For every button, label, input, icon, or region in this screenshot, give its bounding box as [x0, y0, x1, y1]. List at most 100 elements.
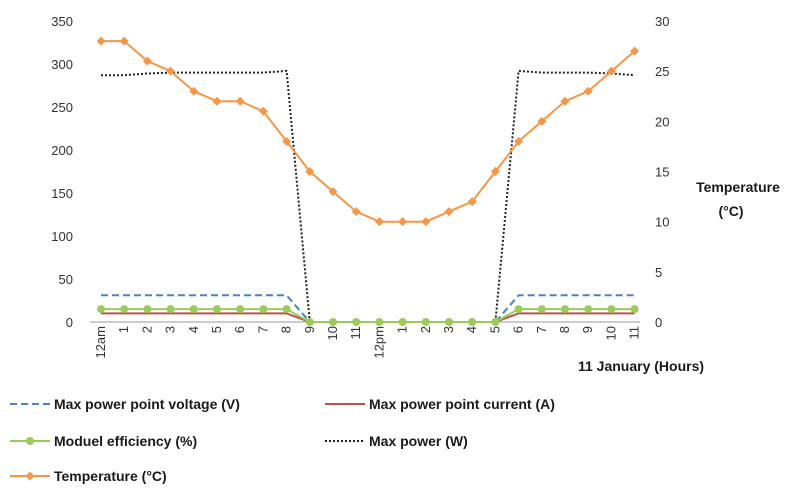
- series-4: [96, 36, 640, 227]
- left-tick-label: 150: [51, 186, 73, 201]
- data-point: [352, 318, 361, 326]
- x-tick-label: 7: [255, 326, 270, 333]
- x-tick-label: 5: [487, 326, 502, 333]
- data-point: [258, 106, 268, 116]
- legend-label: Max power point voltage (V): [54, 396, 240, 412]
- data-point: [606, 66, 616, 76]
- x-tick-label: 12pm: [371, 326, 386, 359]
- right-axis-ticks: 0 5 10 15 20 25 30: [655, 14, 669, 330]
- data-point: [467, 197, 477, 207]
- data-point: [374, 217, 384, 227]
- data-point: [444, 207, 454, 217]
- right-tick-label: 0: [655, 315, 662, 330]
- data-point: [329, 318, 337, 326]
- x-tick-label: 1: [395, 326, 410, 333]
- data-point: [607, 305, 616, 314]
- x-tick-label: 2: [418, 326, 433, 333]
- x-tick-label: 12am: [93, 326, 108, 359]
- data-point: [398, 318, 407, 326]
- x-tick-label: 10: [603, 326, 618, 340]
- data-point: [259, 305, 268, 314]
- left-tick-label: 300: [51, 57, 73, 72]
- left-tick-label: 50: [59, 272, 73, 287]
- left-tick-label: 350: [51, 14, 73, 29]
- data-point: [189, 86, 199, 96]
- legend-item: Moduel efficiency (%): [10, 433, 197, 449]
- left-tick-label: 200: [51, 143, 73, 158]
- x-axis-title: 11 January (Hours): [578, 358, 704, 374]
- x-tick-label: 4: [186, 326, 201, 333]
- left-tick-label: 100: [51, 229, 73, 244]
- x-tick-label: 9: [302, 326, 317, 333]
- left-axis-ticks: 0 50 100 150 200 250 300 350: [51, 14, 73, 330]
- data-point: [398, 217, 408, 227]
- data-point: [514, 136, 524, 146]
- legend-item: Max power (W): [325, 433, 468, 449]
- x-tick-label: 3: [163, 326, 178, 333]
- x-tick-label: 1: [116, 326, 131, 333]
- series-line: [101, 312, 635, 323]
- legend-label: Max power (W): [369, 433, 468, 449]
- data-point: [120, 305, 129, 314]
- right-tick-label: 10: [655, 215, 669, 230]
- data-point: [514, 305, 523, 314]
- series-layer: [96, 36, 640, 326]
- data-point: [421, 318, 430, 326]
- x-tick-label: 5: [209, 326, 224, 333]
- right-tick-label: 25: [655, 64, 669, 79]
- series-line: [101, 308, 635, 323]
- right-tick-label: 5: [655, 265, 662, 280]
- data-point: [166, 66, 176, 76]
- data-point: [142, 56, 152, 66]
- data-point: [468, 318, 477, 326]
- data-point: [490, 167, 500, 176]
- data-point: [375, 318, 384, 326]
- data-point: [537, 116, 547, 126]
- x-tick-label: 11: [627, 326, 642, 340]
- legend-label: Temperature (°C): [54, 468, 167, 484]
- legend-label: Moduel efficiency (%): [54, 433, 197, 449]
- data-point: [166, 305, 175, 314]
- series-line: [101, 40, 636, 223]
- right-tick-label: 15: [655, 165, 669, 180]
- data-point: [584, 305, 593, 314]
- left-tick-label: 0: [66, 315, 73, 330]
- data-point: [560, 96, 570, 106]
- right-axis-title-line2: (°C): [718, 203, 743, 219]
- x-tick-label: 9: [580, 326, 595, 333]
- data-point: [583, 86, 593, 96]
- legend-marker: [26, 437, 34, 445]
- right-axis-title-line1: Temperature: [696, 179, 780, 195]
- x-tick-label: 2: [139, 326, 154, 333]
- x-tick-label: 10: [325, 326, 340, 340]
- series-3: [101, 69, 635, 323]
- data-point: [305, 167, 315, 176]
- data-point: [305, 318, 314, 326]
- data-point: [143, 305, 152, 314]
- x-tick-label: 11: [348, 326, 363, 340]
- data-point: [421, 217, 431, 227]
- series-2: [97, 305, 639, 326]
- x-axis-ticks: 12am 1 2 3 4 5 6 7 8 9 10 11 12pm 1 2 3 4 5 6 7 8 9 10 11: [93, 326, 642, 359]
- data-point: [445, 318, 453, 326]
- left-tick-label: 250: [51, 100, 73, 115]
- data-point: [537, 305, 546, 314]
- data-point: [235, 96, 245, 106]
- data-point: [212, 96, 222, 106]
- x-tick-label: 6: [232, 326, 247, 333]
- series-line: [101, 69, 635, 323]
- legend-item: Max power point current (A): [325, 396, 555, 412]
- legend-label: Max power point current (A): [369, 396, 555, 412]
- legend-item: Temperature (°C): [10, 468, 167, 484]
- series-1: [101, 312, 635, 323]
- legend-item: Max power point voltage (V): [10, 396, 240, 412]
- data-point: [189, 305, 198, 314]
- data-point: [491, 318, 500, 326]
- x-tick-label: 4: [464, 326, 479, 333]
- data-point: [213, 305, 221, 314]
- data-point: [630, 46, 640, 56]
- data-point: [96, 36, 106, 46]
- data-point: [97, 305, 105, 314]
- data-point: [282, 305, 291, 314]
